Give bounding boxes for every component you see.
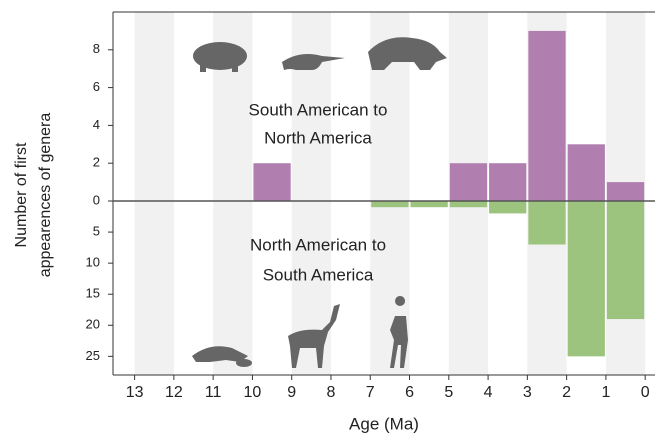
- y-tick-label: 6: [93, 79, 100, 94]
- y-tick-label: 15: [86, 286, 100, 301]
- grid-band: [291, 12, 331, 375]
- bar: [489, 201, 527, 214]
- annotation: South America: [263, 265, 374, 284]
- y-tick-label: 5: [93, 224, 100, 239]
- y-axis-label: Number of first: [13, 142, 30, 247]
- x-tick-label: 13: [126, 384, 144, 401]
- bar: [449, 201, 488, 208]
- marks: [253, 30, 645, 357]
- x-axis-label: Age (Ma): [349, 414, 419, 433]
- bar: [528, 30, 566, 202]
- silhouettes: [192, 37, 447, 368]
- silhouette: [236, 359, 252, 367]
- bar: [253, 163, 291, 201]
- bar: [489, 163, 527, 201]
- x-tick-label: 5: [444, 384, 453, 401]
- silhouette: [200, 62, 206, 72]
- grid-band: [213, 12, 253, 375]
- annotation: North American to: [250, 235, 386, 254]
- silhouette: [282, 54, 345, 70]
- bar: [567, 144, 605, 201]
- x-tick-label: 0: [641, 384, 650, 401]
- x-tick-label: 10: [244, 384, 262, 401]
- silhouette: [192, 346, 248, 362]
- x-tick-label: 9: [287, 384, 296, 401]
- y-tick-label: 10: [86, 255, 100, 270]
- bar: [371, 201, 409, 208]
- silhouette: [232, 62, 238, 72]
- bar: [410, 201, 448, 208]
- bar: [449, 163, 488, 201]
- y-tick-label: 4: [93, 117, 100, 132]
- bar: [606, 182, 645, 201]
- y-axis-label: appearences of genera: [37, 113, 54, 278]
- x-tick-label: 3: [523, 384, 532, 401]
- x-tick-label: 1: [601, 384, 610, 401]
- x-tick-label: 6: [405, 384, 414, 401]
- x-tick-label: 2: [562, 384, 571, 401]
- x-tick-label: 8: [327, 384, 336, 401]
- x-tick-label: 4: [484, 384, 493, 401]
- x-tick-label: 11: [205, 384, 222, 401]
- y-tick-label: 20: [86, 317, 100, 332]
- annotation: North America: [264, 128, 372, 147]
- y-tick-label: 8: [93, 41, 100, 56]
- bar: [606, 201, 645, 320]
- y-tick-label: 2: [93, 155, 100, 170]
- x-tick-label: 12: [165, 384, 183, 401]
- silhouette: [368, 37, 447, 70]
- bar: [528, 201, 566, 245]
- silhouette: [390, 296, 408, 368]
- x-tick-label: 7: [366, 384, 375, 401]
- grid-band: [370, 12, 410, 375]
- grid-band: [134, 12, 174, 375]
- y-tick-label: 0: [93, 192, 100, 207]
- y-tick-label: 25: [86, 348, 100, 363]
- bar: [567, 201, 605, 357]
- silhouette: [288, 304, 340, 368]
- annotation: South American to: [249, 100, 388, 119]
